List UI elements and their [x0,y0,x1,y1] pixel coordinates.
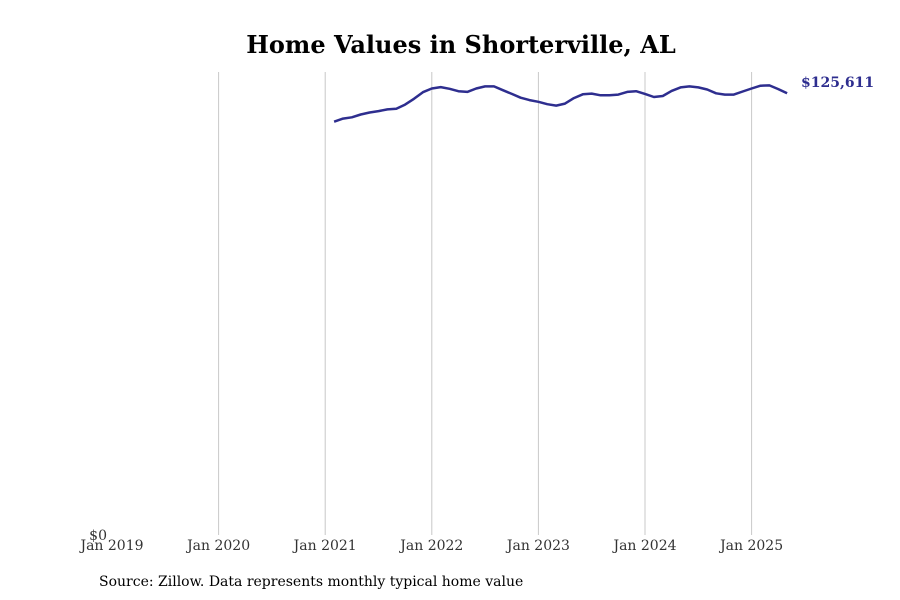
x-tick-label: Jan 2019 [78,538,143,554]
source-note: Source: Zillow. Data represents monthly … [99,574,524,590]
y-tick-labels: $0 [89,528,107,544]
x-tick-label: Jan 2022 [398,538,463,554]
gridlines [218,72,753,535]
x-tick-label: Jan 2023 [505,538,570,554]
x-tick-label: Jan 2025 [718,538,783,554]
series-line [333,84,788,123]
end-labels: $125,611 [801,75,874,91]
series-lines [333,84,788,123]
x-tick-labels: Jan 2019 Jan 2020 Jan 2021 Jan 2022 Jan 2023… [78,538,783,554]
x-tick-label: Jan 2021 [292,538,357,554]
y-tick-label: $0 [89,528,107,544]
x-tick-label: Jan 2020 [185,538,250,554]
x-tick-label: Jan 2024 [611,538,676,554]
chart-title: Home Values in Shorterville, AL [246,30,676,59]
end-value-label: $125,611 [801,75,874,91]
